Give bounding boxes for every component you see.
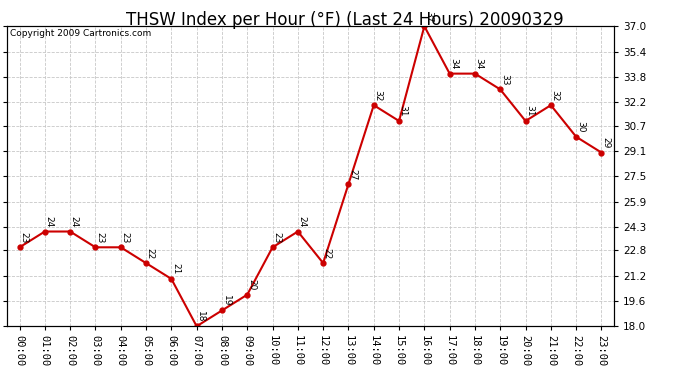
Text: 34: 34 bbox=[475, 58, 484, 69]
Text: 23: 23 bbox=[95, 232, 104, 243]
Text: 33: 33 bbox=[500, 74, 509, 85]
Text: 32: 32 bbox=[551, 90, 560, 101]
Text: 31: 31 bbox=[525, 105, 534, 117]
Text: 18: 18 bbox=[197, 310, 206, 322]
Text: 19: 19 bbox=[221, 295, 230, 306]
Text: 22: 22 bbox=[146, 248, 155, 259]
Text: 20: 20 bbox=[247, 279, 256, 291]
Text: 27: 27 bbox=[348, 169, 357, 180]
Text: 22: 22 bbox=[323, 248, 332, 259]
Text: 21: 21 bbox=[171, 263, 180, 275]
Text: 24: 24 bbox=[45, 216, 54, 227]
Text: 24: 24 bbox=[70, 216, 79, 227]
Text: 23: 23 bbox=[121, 232, 130, 243]
Text: THSW Index per Hour (°F) (Last 24 Hours) 20090329: THSW Index per Hour (°F) (Last 24 Hours)… bbox=[126, 11, 564, 29]
Text: 23: 23 bbox=[19, 232, 28, 243]
Text: 37: 37 bbox=[424, 10, 433, 22]
Text: 23: 23 bbox=[273, 232, 282, 243]
Text: 30: 30 bbox=[576, 121, 585, 133]
Text: 24: 24 bbox=[297, 216, 306, 227]
Text: 29: 29 bbox=[601, 137, 610, 148]
Text: 31: 31 bbox=[399, 105, 408, 117]
Text: 32: 32 bbox=[373, 90, 382, 101]
Text: 34: 34 bbox=[449, 58, 458, 69]
Text: Copyright 2009 Cartronics.com: Copyright 2009 Cartronics.com bbox=[10, 29, 151, 38]
